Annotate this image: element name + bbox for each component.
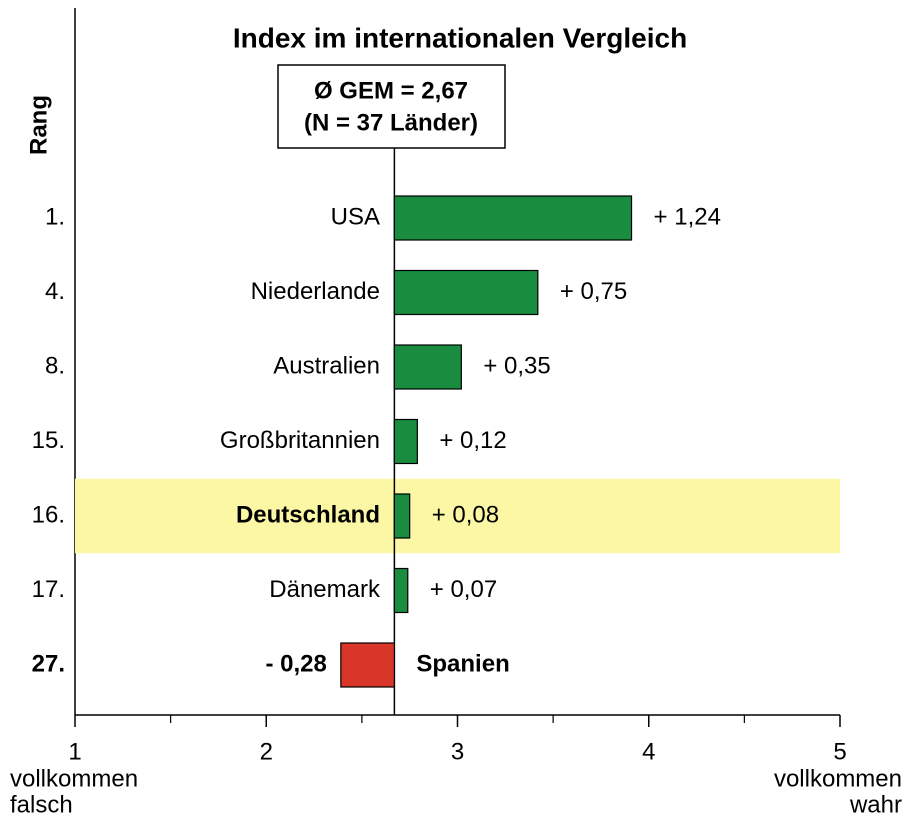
value-label: - 0,28 (265, 650, 326, 677)
x-tick-label: 2 (260, 738, 273, 765)
annotation: (N = 37 Länder) (304, 109, 478, 136)
category-label: Niederlande (251, 278, 380, 305)
value-label: + 1,24 (654, 203, 721, 230)
category-label: Spanien (416, 650, 509, 677)
rank: 8. (45, 352, 65, 379)
bar (393, 269, 539, 316)
x-max-label: vollkommen (774, 765, 902, 792)
bar (393, 493, 411, 539)
rank: 4. (45, 278, 65, 305)
x-min-label: falsch (10, 791, 73, 818)
category-label: Großbritannien (220, 427, 380, 454)
x-max-label: wahr (849, 791, 902, 818)
annotation-box (277, 64, 506, 149)
value-label: + 0,35 (483, 352, 550, 379)
rank: 1. (45, 203, 65, 230)
rank: 17. (32, 576, 65, 603)
value-label: + 0,08 (432, 501, 499, 528)
x-tick-label: 4 (642, 738, 655, 765)
rank-label: Rang (25, 95, 52, 155)
rank: 15. (32, 427, 65, 454)
x-tick-label: 1 (68, 738, 81, 765)
category-label: Deutschland (236, 501, 380, 528)
value-label: + 0,07 (430, 576, 497, 603)
bar (393, 195, 633, 241)
value-label: + 0,12 (439, 427, 506, 454)
category-label: USA (331, 203, 380, 230)
value-label: + 0,75 (560, 278, 627, 305)
bar (393, 344, 462, 390)
x-tick-label: 3 (451, 738, 464, 765)
annotation: Ø GEM = 2,67 (314, 77, 468, 104)
category-label: Australien (273, 352, 380, 379)
x-min-label: vollkommen (10, 765, 138, 792)
rank: 16. (32, 501, 65, 528)
x-tick-label: 5 (833, 738, 846, 765)
rank: 27. (32, 650, 65, 677)
category-label: Dänemark (269, 576, 381, 603)
chart-title: Index im internationalen Vergleich (233, 22, 687, 53)
highlight-band (75, 478, 840, 554)
bar (393, 567, 409, 614)
bar (340, 642, 395, 688)
bar (393, 418, 418, 465)
